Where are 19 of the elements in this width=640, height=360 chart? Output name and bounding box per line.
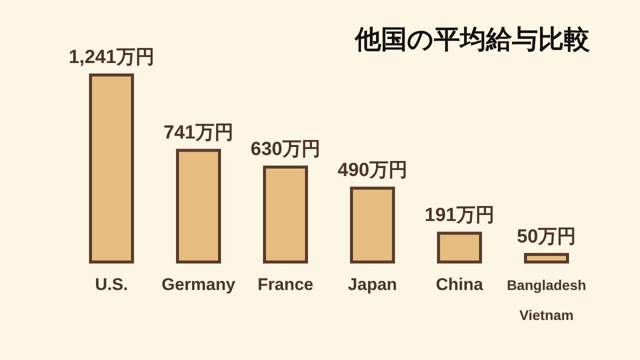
x-tick-label: France	[258, 275, 314, 294]
data-label: 741万円	[164, 122, 234, 144]
x-tick-label: Bangladesh Vietnam	[506, 277, 586, 323]
bar	[263, 166, 308, 264]
data-label: 630万円	[250, 139, 320, 160]
bar	[350, 186, 395, 264]
x-tick-label: U.S.	[94, 275, 128, 294]
bar	[89, 74, 134, 264]
data-label: 490万円	[338, 160, 408, 182]
data-label: 50万円	[516, 226, 576, 248]
chart-title: 他国の平均給与比較	[354, 24, 591, 54]
data-label: 191万円	[424, 205, 494, 226]
bar	[524, 252, 569, 264]
bar	[176, 148, 221, 264]
bar	[437, 232, 482, 264]
x-tick-label: Germany	[162, 275, 236, 294]
data-label: 1,241万円	[68, 47, 154, 68]
x-tick-label: China	[436, 275, 484, 294]
x-tick-label: Japan	[348, 275, 398, 294]
